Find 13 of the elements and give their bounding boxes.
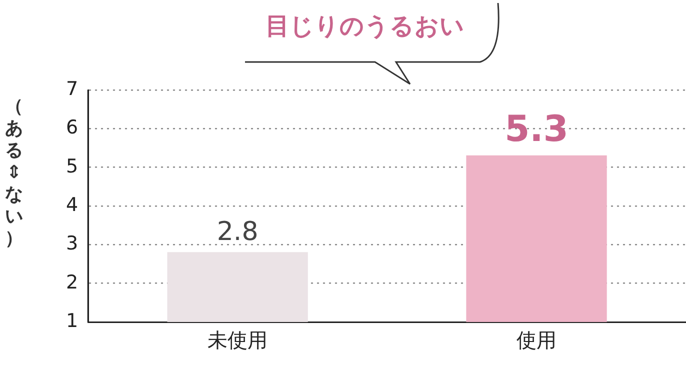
chart-title: 目じりのうるおい: [264, 11, 466, 42]
data-label: 2.8: [216, 217, 258, 248]
x-tick-label: 使用: [516, 328, 557, 352]
y-tick-label: 4: [66, 194, 78, 216]
y-tick-label: 7: [66, 78, 78, 100]
y-tick-label: 6: [66, 116, 78, 139]
y-tick-label: 3: [66, 232, 78, 255]
y-tick-label: 2: [66, 271, 78, 294]
data-label: 5.3: [504, 109, 568, 150]
x-tick-label: 未使用: [208, 328, 268, 352]
y-tick-label: 5: [66, 155, 78, 178]
y-axis-title: （ある⇕ない）: [4, 96, 24, 250]
y-tick-label: 1: [66, 310, 78, 332]
